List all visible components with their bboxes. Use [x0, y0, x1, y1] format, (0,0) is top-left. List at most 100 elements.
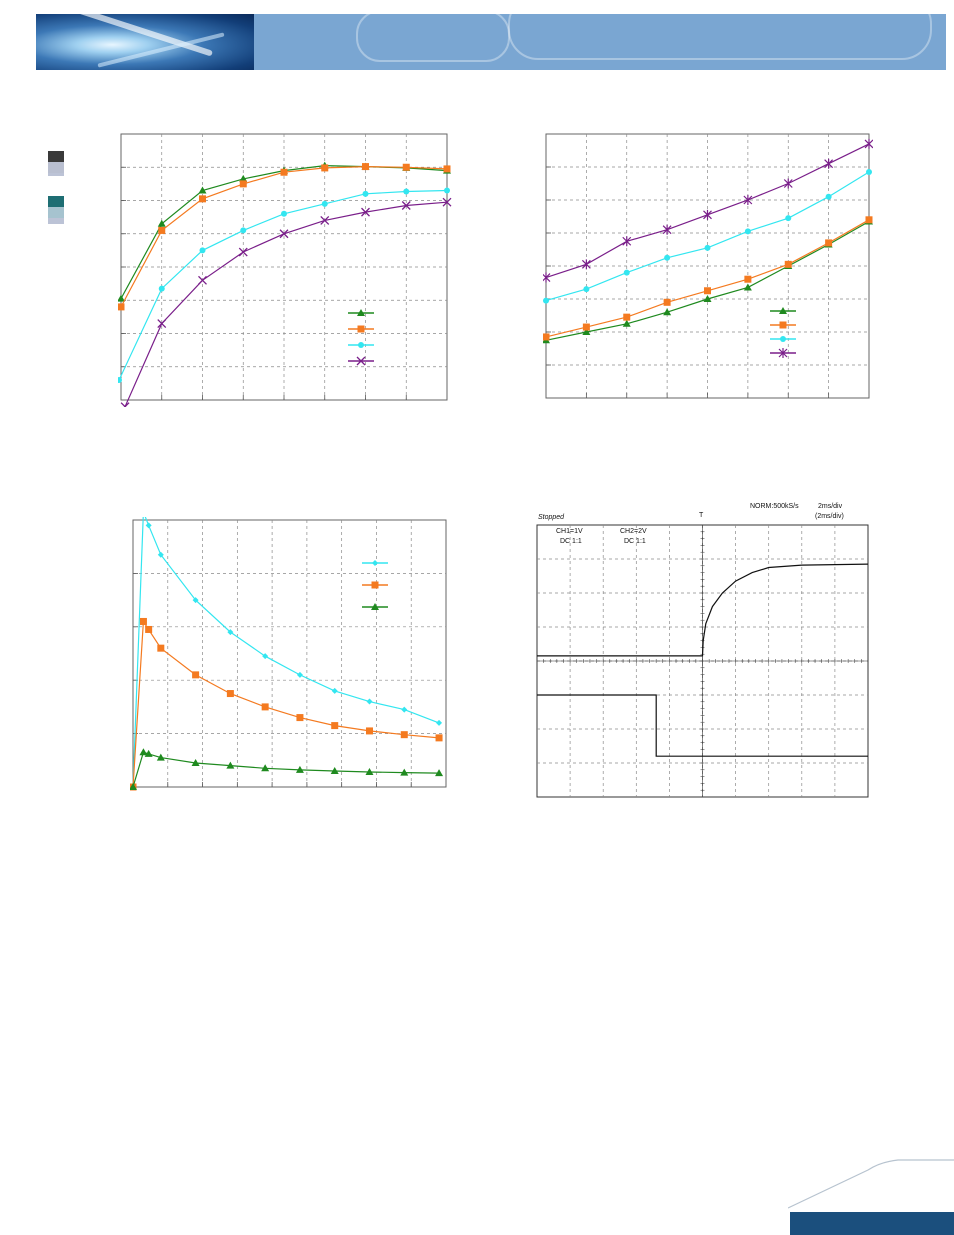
data-point-diamond: [145, 522, 152, 529]
series-line: [537, 563, 869, 657]
data-point-circle: [825, 193, 832, 200]
data-point-x: [238, 247, 248, 257]
data-point-square: [435, 734, 443, 742]
scope-timebase-paren: (2ms/div): [815, 513, 844, 520]
legend-swatch: [48, 218, 64, 224]
data-point-square: [357, 325, 365, 333]
data-point-square: [239, 180, 247, 188]
data-point-circle: [744, 228, 751, 235]
data-point-circle: [403, 188, 410, 195]
data-point-square: [145, 625, 153, 633]
scope-ch1-scale: CH1=1V: [556, 528, 583, 535]
data-point-star: [581, 259, 591, 270]
data-point-triangle: [198, 186, 207, 194]
data-point-diamond: [401, 706, 408, 713]
data-point-x: [120, 402, 130, 407]
data-point-square: [779, 321, 787, 329]
series-line: [132, 619, 440, 788]
data-point-square: [784, 260, 792, 268]
data-point-triangle: [357, 309, 365, 316]
data-point-square: [226, 690, 234, 698]
data-point-diamond: [296, 671, 303, 678]
data-point-triangle: [582, 328, 591, 335]
scope-sample-rate: NORM:500kS/s: [750, 503, 799, 510]
data-point-circle: [444, 187, 450, 194]
legend-swatch: [48, 173, 64, 176]
data-point-triangle: [703, 295, 712, 302]
data-point-circle: [158, 285, 165, 292]
data-point-square: [280, 168, 288, 176]
data-point-square: [157, 644, 165, 652]
data-point-star: [703, 209, 712, 220]
data-point-circle: [583, 286, 590, 293]
data-point-circle: [664, 254, 671, 261]
data-point-square: [443, 165, 451, 173]
data-point-diamond: [227, 629, 234, 636]
data-point-square: [744, 275, 752, 283]
chart-efficiency: [118, 133, 452, 407]
data-point-diamond: [436, 719, 443, 726]
series-line: [132, 517, 440, 788]
data-point-star: [783, 178, 793, 189]
data-point-star: [778, 348, 788, 358]
series-line: [132, 751, 440, 788]
legend-swatch: [48, 196, 64, 207]
data-point-square: [261, 703, 269, 711]
data-point-circle: [281, 210, 287, 217]
scope-trigger-marker: T: [699, 512, 704, 519]
chart-power-dissipation: [543, 133, 873, 399]
data-point-square: [199, 195, 206, 203]
banner-light-streak: [58, 14, 214, 57]
data-point-circle: [543, 297, 549, 304]
data-point-triangle: [400, 768, 409, 776]
data-point-circle: [240, 227, 247, 234]
data-point-diamond: [331, 687, 338, 694]
data-point-square: [192, 671, 200, 679]
scope-ch1-coupling: DC 1:1: [560, 538, 582, 545]
banner-rounded-shape: [508, 14, 932, 60]
data-point-triangle: [144, 749, 153, 757]
scope-status: Stopped: [538, 514, 565, 521]
series-line: [124, 201, 448, 407]
data-point-x: [198, 275, 207, 285]
data-point-triangle: [330, 766, 339, 774]
data-point-square: [158, 226, 166, 234]
data-point-circle: [199, 247, 206, 254]
data-point-square: [139, 617, 147, 625]
data-point-x: [356, 356, 366, 366]
data-point-x: [279, 229, 289, 239]
data-point-triangle: [157, 219, 166, 227]
data-point-diamond: [192, 597, 199, 604]
data-point-square: [296, 714, 304, 722]
scope-ch2-scale: CH2=2V: [620, 528, 647, 535]
data-point-circle: [704, 244, 711, 251]
data-point-square: [402, 163, 410, 171]
data-point-triangle: [365, 768, 374, 776]
data-point-star: [743, 195, 753, 205]
data-point-x: [320, 215, 330, 225]
data-point-circle: [118, 377, 122, 384]
data-point-star: [622, 236, 632, 247]
data-point-triangle: [191, 758, 200, 766]
scope-timebase: 2ms/div: [818, 503, 843, 510]
header-banner: [36, 14, 946, 70]
data-point-square: [362, 163, 369, 171]
data-point-circle: [623, 269, 630, 276]
data-point-star: [864, 138, 873, 149]
data-point-x: [157, 319, 167, 328]
data-point-triangle: [779, 307, 787, 314]
data-point-circle: [780, 336, 786, 342]
legend-swatch: [48, 162, 64, 173]
data-point-square: [582, 323, 590, 331]
data-point-triangle: [118, 294, 125, 302]
data-point-triangle: [226, 761, 235, 769]
series-line: [537, 694, 868, 757]
footer-band: [790, 1212, 954, 1235]
data-point-star: [824, 158, 834, 169]
data-point-square: [704, 287, 711, 295]
data-point-star: [662, 224, 672, 235]
data-point-triangle: [261, 764, 270, 772]
data-point-x: [442, 197, 452, 207]
data-point-diamond: [366, 698, 373, 705]
data-point-x: [361, 207, 370, 217]
